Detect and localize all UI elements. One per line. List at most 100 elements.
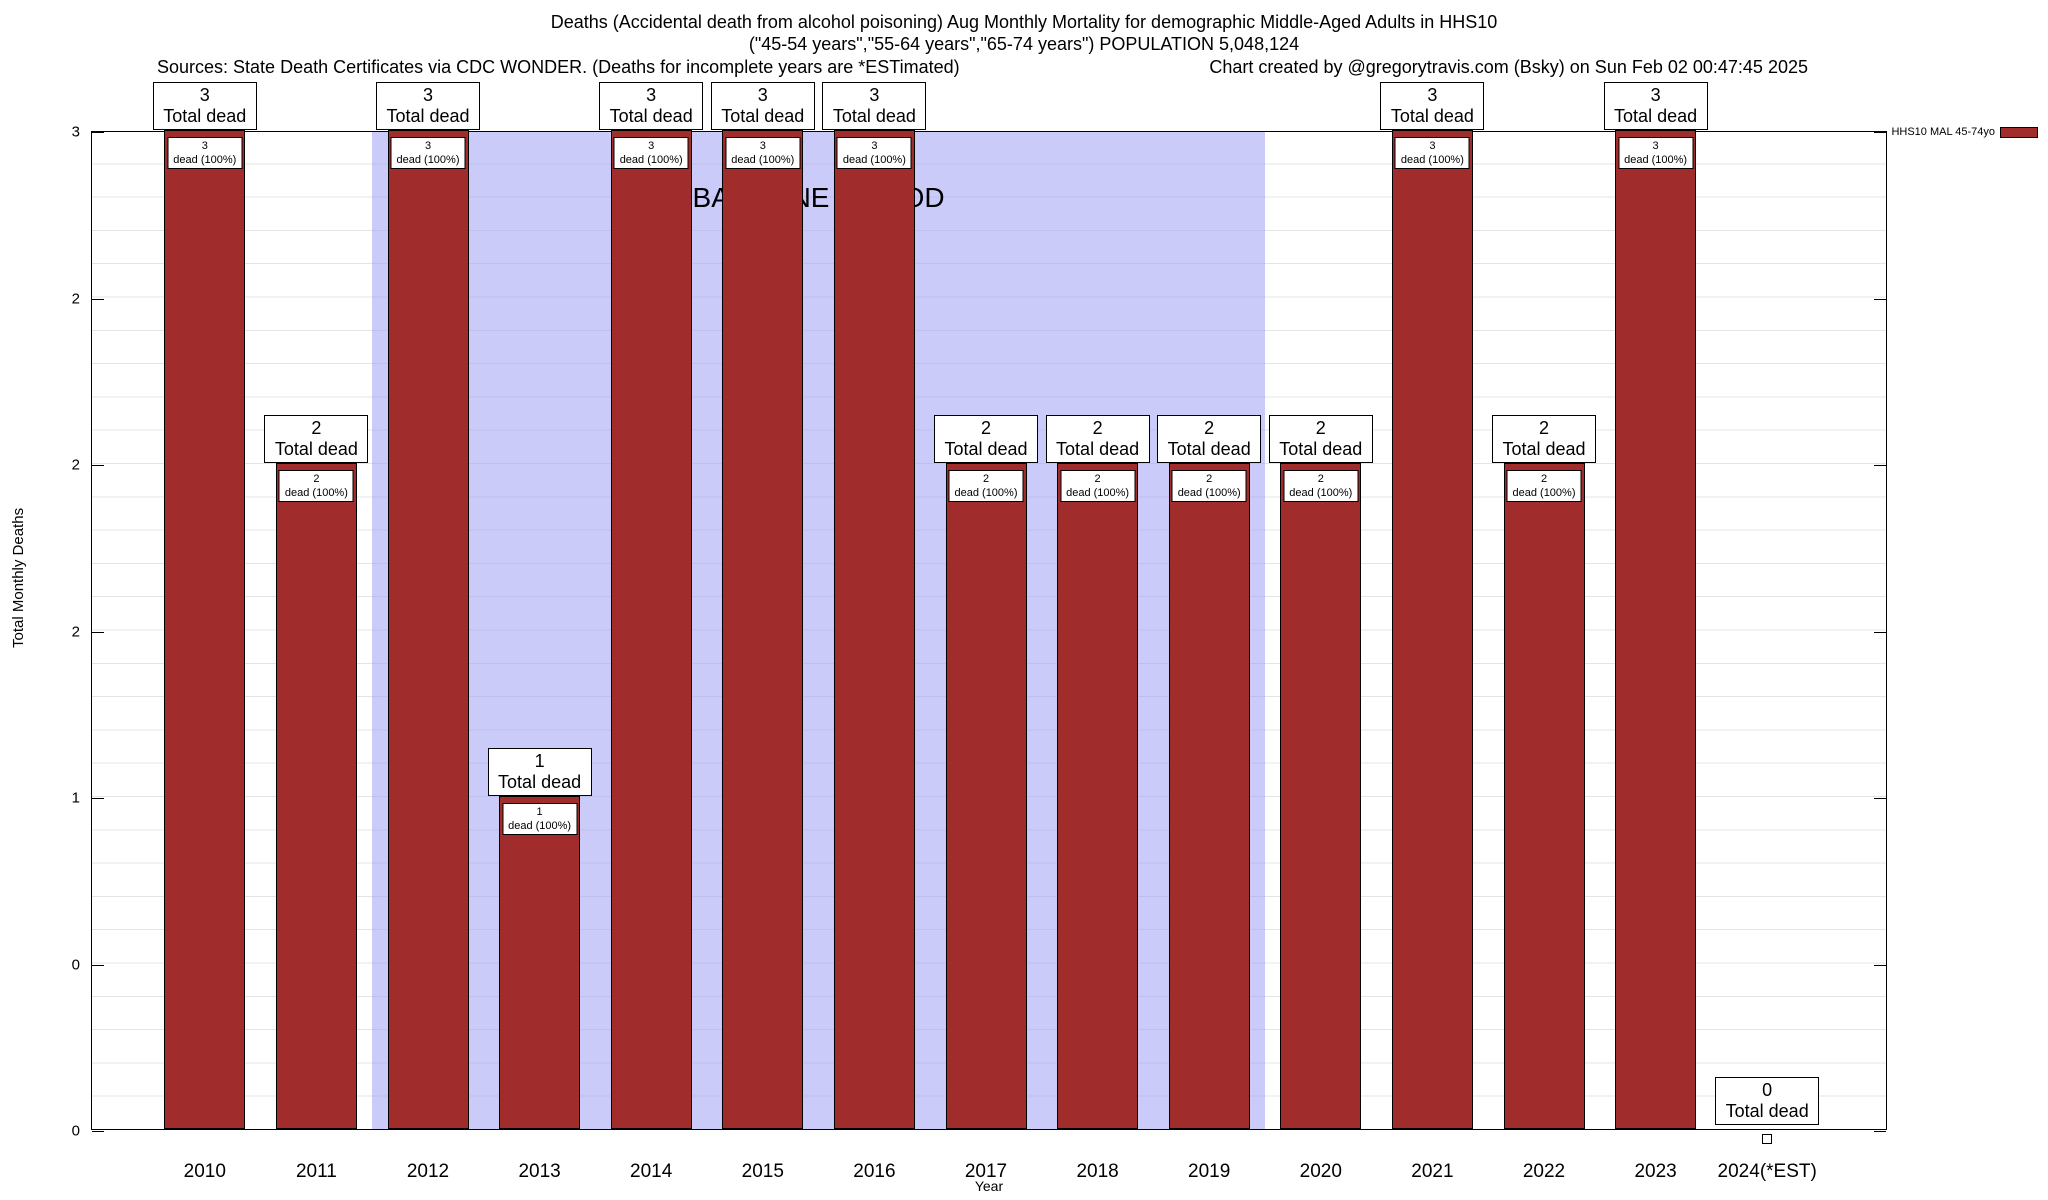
total-dead-label: 2 Total dead [1157, 415, 1262, 463]
chart-sources-note: Sources: State Death Certificates via CD… [157, 57, 960, 77]
total-dead-text: Total dead [1614, 106, 1698, 126]
y-tick-mark [92, 631, 104, 633]
bar-inner-value: 3 [1652, 140, 1659, 152]
bar-inner-label: 3 dead (100%) [167, 137, 243, 169]
legend-series-label: HHS10 MAL 45-74yo [1891, 126, 1995, 138]
y-tick-mark [1874, 798, 1886, 799]
total-dead-text: Total dead [1167, 439, 1251, 459]
bar-inner-label: 3 dead (100%) [1618, 137, 1694, 169]
bar-inner-value: 3 [424, 140, 432, 152]
bar-inner-value: 2 [313, 473, 320, 485]
total-dead-text: Total dead [1056, 439, 1140, 459]
bar-2023 [1615, 130, 1697, 1129]
x-tick-label-2012: 2012 [406, 1161, 450, 1182]
x-tick-label-2018: 2018 [1076, 1161, 1119, 1182]
bar-inner-value: 2 [1206, 473, 1213, 485]
bar-inner-value: 3 [871, 140, 878, 152]
total-dead-value: 3 [1650, 85, 1661, 105]
bar-inner-value: 2 [1317, 473, 1324, 485]
total-dead-value: 3 [199, 85, 210, 105]
total-dead-label: 2 Total dead [1268, 415, 1373, 463]
total-dead-value: 2 [1538, 418, 1549, 438]
y-tick-mark [1874, 964, 1886, 966]
total-dead-label: 3 Total dead [1603, 82, 1708, 130]
x-tick-label-2023: 2023 [1634, 1161, 1677, 1182]
total-dead-value: 2 [1204, 418, 1215, 438]
bar-inner-value: 3 [1429, 140, 1436, 152]
bar-inner-text: dead (100%) [1289, 487, 1353, 499]
zero-bar-marker [1762, 1134, 1773, 1144]
x-tick-label-2013: 2013 [518, 1161, 561, 1182]
bar-inner-label: 3 dead (100%) [1394, 137, 1470, 169]
bar-inner-text: dead (100%) [1512, 487, 1576, 499]
total-dead-text: Total dead [721, 106, 805, 126]
total-dead-text: Total dead [609, 106, 693, 126]
x-tick-label-2010: 2010 [183, 1161, 226, 1182]
total-dead-text: Total dead [1502, 439, 1586, 459]
bar-2016 [833, 130, 915, 1129]
total-dead-value: 0 [1762, 1080, 1773, 1100]
y-tick-mark [92, 298, 104, 300]
bar-inner-value: 3 [648, 140, 655, 152]
bar-inner-text: dead (100%) [396, 154, 460, 166]
bar-inner-text: dead (100%) [1624, 154, 1688, 166]
bar-2018 [1057, 463, 1139, 1129]
y-tick-mark [92, 964, 104, 966]
bar-inner-text: dead (100%) [731, 154, 795, 166]
total-dead-label: 3 Total dead [1380, 82, 1485, 130]
y-tick-mark [1874, 1131, 1886, 1132]
total-dead-value: 3 [1427, 85, 1438, 105]
x-tick-label-2022: 2022 [1522, 1161, 1566, 1182]
total-dead-text: Total dead [944, 439, 1028, 459]
total-dead-text: Total dead [386, 106, 470, 126]
y-tick-label: 0 [71, 956, 80, 973]
x-axis-label: Year [974, 1178, 1004, 1194]
bar-inner-text: dead (100%) [284, 487, 348, 499]
total-dead-text: Total dead [832, 106, 916, 126]
y-tick-mark [92, 798, 104, 799]
bar-inner-value: 3 [759, 140, 766, 152]
total-dead-value: 2 [1092, 418, 1103, 438]
total-dead-text: Total dead [1725, 1101, 1809, 1121]
total-dead-text: Total dead [1279, 439, 1363, 459]
bar-inner-text: dead (100%) [508, 820, 572, 832]
total-dead-label: 0 Total dead [1715, 1077, 1820, 1125]
bar-inner-value: 2 [1540, 473, 1548, 485]
total-dead-label: 2 Total dead [934, 415, 1038, 463]
total-dead-text: Total dead [163, 106, 247, 126]
x-tick-label-2024(*EST): 2024(*EST) [1717, 1161, 1817, 1182]
total-dead-text: Total dead [274, 439, 358, 459]
y-tick-label: 2 [71, 290, 80, 307]
bar-2021 [1391, 130, 1473, 1129]
total-dead-value: 3 [757, 85, 768, 105]
x-tick-label-2020: 2020 [1299, 1161, 1342, 1182]
total-dead-value: 1 [534, 751, 545, 771]
y-tick-label: 1 [71, 789, 80, 807]
bar-inner-label: 2 dead (100%) [1283, 470, 1359, 502]
y-axis-label: Total Monthly Deaths [10, 507, 27, 648]
x-tick-label-2016: 2016 [853, 1161, 896, 1182]
bar-inner-label: 2 dead (100%) [1506, 470, 1582, 502]
y-tick-mark [92, 132, 104, 133]
bar-inner-label: 2 dead (100%) [1060, 470, 1136, 502]
total-dead-label: 3 Total dead [710, 82, 815, 130]
bar-2017 [945, 463, 1027, 1129]
total-dead-label: 3 Total dead [599, 82, 704, 130]
bar-inner-text: dead (100%) [1400, 154, 1464, 166]
bar-2015 [722, 130, 804, 1129]
bar-inner-value: 2 [1094, 473, 1101, 485]
y-tick-mark [1874, 631, 1886, 633]
bar-2011 [275, 463, 357, 1129]
chart-title-line1: Deaths (Accidental death from alcohol po… [550, 12, 1498, 32]
bar-inner-text: dead (100%) [619, 154, 683, 166]
bar-inner-label: 3 dead (100%) [613, 137, 689, 169]
bar-inner-label: 1 dead (100%) [502, 803, 578, 835]
total-dead-label: 3 Total dead [822, 82, 927, 130]
bar-inner-label: 3 dead (100%) [725, 137, 801, 169]
bar-2013 [499, 796, 581, 1129]
total-dead-label: 3 Total dead [152, 82, 257, 130]
x-tick-label-2015: 2015 [741, 1161, 784, 1182]
x-tick-label-2017: 2017 [964, 1161, 1008, 1182]
y-tick-label: 2 [71, 456, 80, 474]
chart-credit-note: Chart created by @gregorytravis.com (Bsk… [1209, 57, 1808, 77]
